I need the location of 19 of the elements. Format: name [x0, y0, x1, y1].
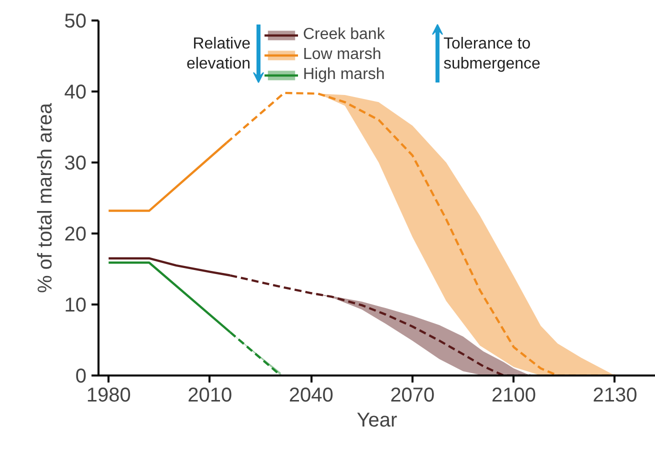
legend-label: Creek bank	[303, 26, 385, 44]
y-tick-label: 40	[64, 82, 87, 104]
legend-label: High marsh	[303, 66, 385, 84]
y-tick-label: 50	[64, 10, 87, 32]
x-tick-label: 2010	[188, 384, 232, 406]
x-tick-label: 2100	[491, 384, 536, 406]
y-tick-label: 0	[75, 366, 86, 388]
x-tick-label: 2130	[592, 384, 638, 406]
x-tick-label: 2040	[288, 384, 334, 406]
y-axis-title: % of total marsh area	[34, 102, 56, 294]
y-tick-label: 20	[64, 224, 87, 246]
annotation: Tolerance to submergence	[444, 36, 541, 72]
x-tick-label: 1980	[86, 384, 131, 406]
y-tick-label: 30	[64, 152, 87, 174]
legend-label: Low marsh	[303, 46, 382, 64]
annotation: Relative elevation	[186, 36, 251, 72]
x-axis-title: Year	[356, 410, 398, 432]
y-tick-label: 10	[64, 294, 87, 316]
x-tick-label: 2070	[390, 384, 435, 406]
